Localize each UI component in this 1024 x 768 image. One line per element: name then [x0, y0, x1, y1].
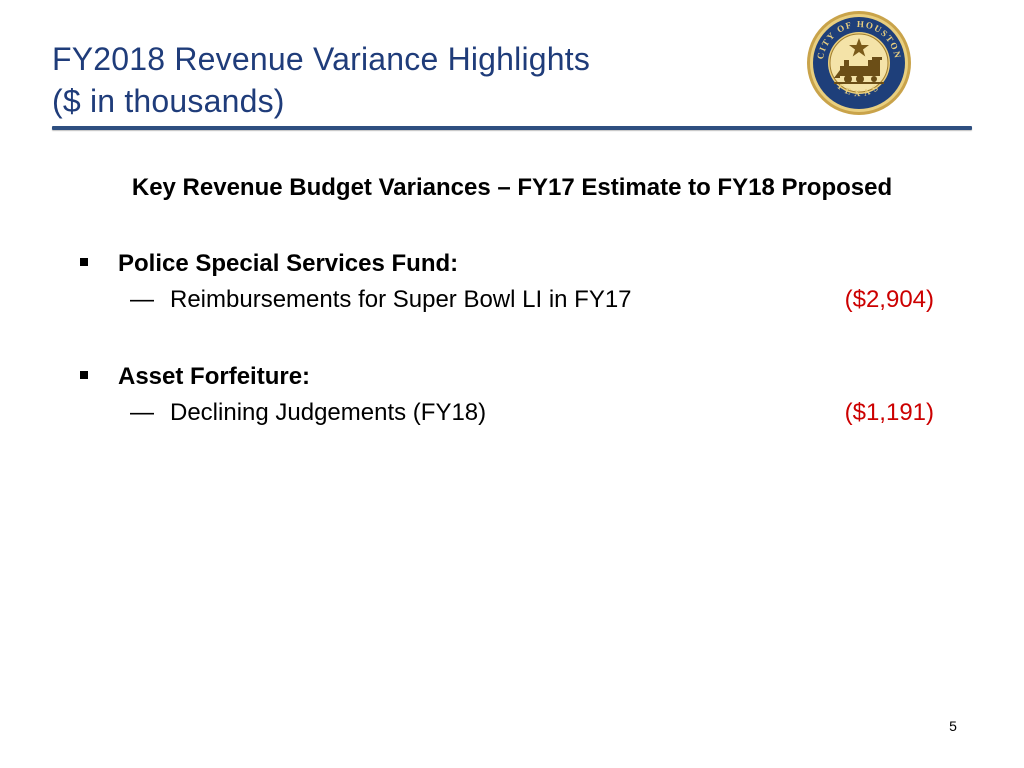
section-heading: Police Special Services Fund:	[80, 246, 940, 282]
list-item: — Reimbursements for Super Bowl LI in FY…	[80, 282, 940, 318]
title-divider	[52, 126, 972, 130]
em-dash-icon: —	[130, 286, 154, 313]
section-police-special-services: Police Special Services Fund: — Reimburs…	[80, 246, 940, 318]
em-dash-icon: —	[130, 399, 154, 426]
slide-title: FY2018 Revenue Variance Highlights ($ in…	[52, 38, 590, 122]
section-heading-label: Asset Forfeiture:	[118, 363, 311, 390]
item-label: Reimbursements for Super Bowl LI in FY17	[170, 286, 632, 313]
slide-title-line-1: FY2018 Revenue Variance Highlights	[52, 41, 591, 77]
page-number: 5	[949, 718, 957, 734]
section-asset-forfeiture: Asset Forfeiture: — Declining Judgements…	[80, 359, 940, 431]
square-bullet-icon	[80, 371, 88, 379]
item-label: Declining Judgements (FY18)	[170, 399, 487, 426]
item-value: ($1,191)	[844, 399, 934, 426]
section-heading: Asset Forfeiture:	[80, 359, 940, 395]
slide-title-line-2: ($ in thousands)	[52, 83, 285, 119]
city-of-houston-seal-icon: CITY OF HOUSTON TEXAS	[807, 11, 911, 115]
item-value: ($2,904)	[844, 286, 934, 313]
square-bullet-icon	[80, 258, 88, 266]
section-heading-label: Police Special Services Fund:	[118, 250, 459, 277]
list-item: — Declining Judgements (FY18) ($1,191)	[80, 395, 940, 431]
variance-subtitle: Key Revenue Budget Variances – FY17 Esti…	[131, 174, 893, 201]
